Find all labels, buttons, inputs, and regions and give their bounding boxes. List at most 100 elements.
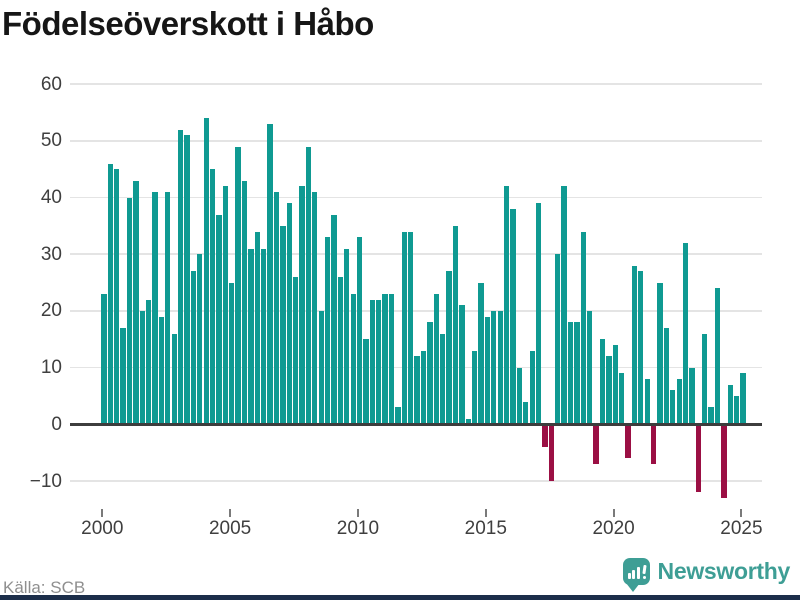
bar — [452, 225, 459, 425]
bar — [388, 293, 395, 425]
bar — [216, 214, 222, 425]
bar — [133, 180, 139, 425]
bar — [695, 424, 702, 493]
bar — [689, 367, 695, 425]
bar — [152, 191, 158, 425]
bar — [510, 208, 516, 425]
bar — [408, 231, 414, 425]
bar — [580, 231, 586, 425]
bar — [708, 407, 714, 425]
bar — [222, 186, 228, 425]
bar — [529, 350, 535, 425]
y-axis-tick-label: 40 — [40, 187, 62, 208]
bar — [190, 271, 197, 425]
bar — [350, 293, 356, 425]
bar — [376, 299, 382, 425]
y-axis-tick-label: 0 — [51, 413, 62, 435]
bar — [324, 237, 331, 425]
bar — [427, 322, 433, 425]
bar — [593, 424, 599, 464]
x-axis-tick-label: 2015 — [464, 518, 507, 539]
bar — [363, 339, 369, 425]
bar — [184, 135, 190, 425]
bar — [248, 248, 254, 425]
x-axis-tick — [484, 509, 487, 517]
bar — [471, 350, 478, 425]
bar — [523, 401, 529, 425]
bar — [401, 231, 407, 425]
x-axis-tick — [740, 509, 743, 517]
bar — [197, 254, 203, 425]
bar — [606, 356, 612, 425]
bar — [465, 418, 471, 425]
y-axis-tick-label: 10 — [40, 357, 62, 379]
x-axis-tick-label: 2010 — [336, 518, 380, 539]
y-axis-tick-label: −10 — [29, 470, 62, 492]
bar — [229, 282, 235, 425]
bar — [261, 248, 267, 425]
bar — [734, 396, 740, 425]
bar — [209, 169, 216, 425]
bar — [740, 373, 746, 425]
bar — [101, 293, 107, 425]
bar — [555, 254, 561, 425]
bar — [644, 378, 650, 425]
bar — [299, 186, 305, 425]
footer-strip — [0, 595, 800, 600]
bar — [273, 191, 280, 425]
bar — [676, 378, 682, 425]
bar — [619, 373, 625, 425]
y-axis-tick-label: 30 — [40, 243, 62, 265]
bar — [203, 118, 209, 425]
chart-title: Födelseöverskott i Håbo — [2, 5, 374, 42]
bar — [280, 225, 286, 425]
bar — [235, 146, 241, 425]
bar — [139, 310, 145, 425]
x-axis-tick-label: 2025 — [720, 518, 763, 539]
bar — [369, 299, 376, 425]
bar — [535, 203, 542, 425]
speech-bubble-tail — [625, 583, 640, 592]
bar — [337, 276, 344, 425]
bar — [305, 146, 312, 425]
bar — [446, 271, 452, 425]
bar — [599, 339, 606, 425]
gridline — [70, 310, 762, 312]
bar — [165, 191, 171, 425]
bar — [497, 310, 503, 425]
x-axis-tick — [229, 509, 232, 517]
bar — [114, 169, 120, 425]
bar — [567, 322, 574, 425]
bar — [318, 310, 324, 425]
bar — [433, 293, 439, 425]
bar — [126, 197, 133, 425]
bar — [286, 203, 292, 425]
bar — [516, 367, 523, 425]
bar — [331, 214, 337, 425]
bar — [267, 123, 273, 425]
bar — [682, 242, 689, 425]
gridline — [70, 253, 762, 255]
bar — [459, 305, 465, 425]
gridline — [70, 196, 762, 199]
bar — [420, 350, 427, 425]
bar — [177, 129, 184, 425]
bar — [638, 271, 644, 425]
bar — [107, 163, 113, 425]
bar — [478, 282, 484, 425]
x-axis-tick — [612, 509, 615, 517]
bar — [395, 407, 401, 425]
x-axis-tick-label: 2000 — [81, 518, 124, 539]
bar — [612, 344, 618, 425]
bar — [414, 356, 420, 425]
gridline — [70, 140, 762, 142]
gridline — [70, 480, 762, 482]
bar — [650, 424, 657, 464]
bar — [548, 424, 554, 481]
bar — [171, 333, 177, 425]
bar — [241, 180, 248, 425]
bar — [254, 231, 260, 425]
bar — [721, 424, 727, 498]
bar — [484, 316, 491, 425]
bar — [631, 265, 638, 425]
